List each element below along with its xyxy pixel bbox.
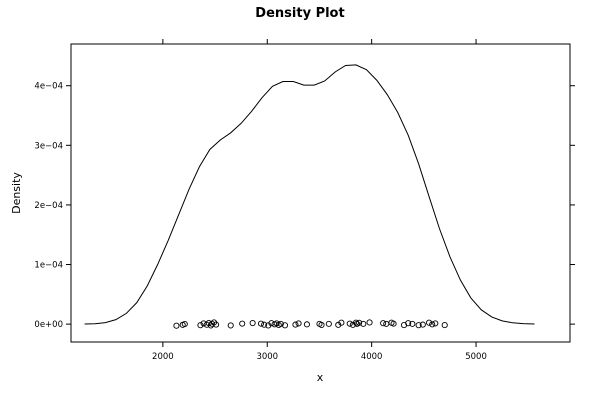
data-point <box>441 322 448 329</box>
data-point <box>426 319 433 326</box>
data-point <box>325 320 332 327</box>
data-point <box>197 322 204 329</box>
y-tick-label: 4e−04 <box>34 82 63 92</box>
data-point <box>213 321 220 328</box>
data-point <box>409 320 416 327</box>
data-point <box>352 319 360 326</box>
y-tick-label: 1e−04 <box>34 261 63 271</box>
data-point <box>173 322 180 329</box>
x-tick-label: 4000 <box>361 352 383 362</box>
data-point <box>227 322 234 329</box>
data-point <box>432 320 439 327</box>
data-point <box>295 320 302 327</box>
chart-title: Density Plot <box>255 6 344 21</box>
data-point <box>415 322 422 329</box>
data-point <box>181 320 188 328</box>
data-point <box>380 320 387 327</box>
data-point <box>303 321 310 328</box>
data-point <box>257 320 265 327</box>
data-point <box>366 319 373 326</box>
y-tick-label: 0e+00 <box>34 320 63 330</box>
data-point <box>338 319 345 326</box>
x-tick-label: 3000 <box>256 352 278 362</box>
x-tick-label: 2000 <box>152 352 174 362</box>
y-axis-label: Density <box>10 172 23 214</box>
data-point <box>261 321 268 328</box>
data-point <box>390 320 397 327</box>
data-point <box>249 319 256 327</box>
x-axis: 2000 3000 4000 5000 <box>152 39 487 362</box>
y-tick-label: 3e−04 <box>34 141 63 151</box>
data-point <box>405 320 412 327</box>
x-tick-label: 5000 <box>465 352 487 362</box>
data-point <box>356 319 363 326</box>
y-axis: 0e+00 1e−04 2e−04 3e−04 4e−04 <box>34 82 575 330</box>
data-point <box>281 322 289 329</box>
data-point <box>360 320 367 327</box>
data-point <box>346 320 353 327</box>
data-point <box>429 321 436 328</box>
data-point <box>292 321 299 328</box>
y-tick-label: 2e−04 <box>34 201 63 211</box>
data-point <box>383 320 390 327</box>
data-point <box>277 320 284 327</box>
data-point <box>419 321 426 328</box>
density-curve <box>84 64 535 325</box>
data-point <box>239 320 246 327</box>
data-point <box>318 321 325 329</box>
data-points <box>173 319 448 329</box>
x-axis-label: x <box>317 371 324 384</box>
plot-frame <box>70 43 571 343</box>
